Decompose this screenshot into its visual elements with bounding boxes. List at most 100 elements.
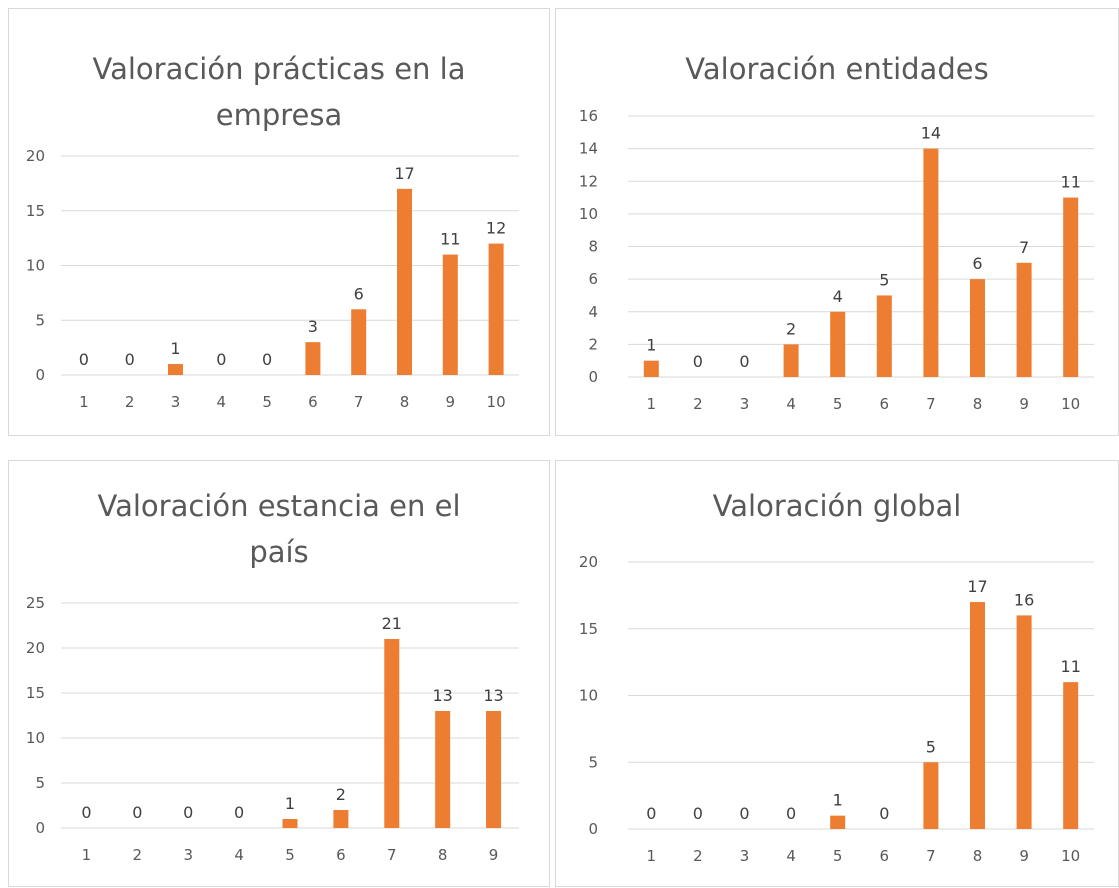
y-tick-label: 14 bbox=[579, 140, 598, 158]
y-tick-label: 5 bbox=[35, 774, 45, 792]
data-label: 13 bbox=[483, 686, 503, 705]
data-label: 2 bbox=[336, 785, 346, 804]
x-tick-label: 7 bbox=[926, 847, 936, 865]
data-label: 0 bbox=[646, 804, 656, 823]
x-tick-label: 8 bbox=[973, 847, 983, 865]
x-tick-label: 1 bbox=[82, 846, 92, 864]
data-label: 6 bbox=[354, 284, 364, 303]
y-tick-label: 10 bbox=[579, 205, 598, 223]
data-label: 2 bbox=[786, 319, 796, 338]
data-label: 13 bbox=[432, 686, 452, 705]
x-tick-label: 2 bbox=[693, 395, 703, 413]
y-tick-label: 15 bbox=[26, 202, 45, 220]
y-tick-label: 10 bbox=[579, 687, 598, 705]
y-tick-label: 12 bbox=[579, 172, 598, 190]
y-tick-label: 20 bbox=[26, 639, 45, 657]
bar bbox=[970, 279, 985, 377]
x-tick-label: 9 bbox=[1019, 395, 1029, 413]
x-tick-label: 8 bbox=[400, 393, 410, 411]
x-tick-label: 7 bbox=[926, 395, 936, 413]
bar bbox=[168, 364, 183, 375]
data-label: 0 bbox=[125, 350, 135, 369]
bar bbox=[783, 344, 799, 377]
y-tick-label: 8 bbox=[588, 238, 598, 256]
data-label: 0 bbox=[786, 804, 796, 823]
x-tick-label: 3 bbox=[740, 847, 750, 865]
bar bbox=[486, 711, 502, 828]
x-tick-label: 5 bbox=[833, 395, 843, 413]
data-label: 1 bbox=[170, 339, 180, 358]
y-tick-label: 0 bbox=[588, 368, 598, 386]
y-tick-label: 15 bbox=[579, 620, 598, 638]
data-label: 0 bbox=[132, 803, 142, 822]
x-tick-label: 5 bbox=[285, 846, 295, 864]
data-label: 0 bbox=[739, 804, 749, 823]
bar bbox=[351, 309, 367, 375]
data-label: 16 bbox=[1014, 590, 1034, 609]
data-label: 6 bbox=[972, 254, 982, 273]
x-tick-label: 10 bbox=[487, 393, 506, 411]
y-tick-label: 10 bbox=[26, 729, 45, 747]
x-tick-label: 10 bbox=[1061, 395, 1080, 413]
bar bbox=[397, 188, 412, 375]
bar bbox=[435, 711, 451, 828]
x-tick-label: 9 bbox=[489, 846, 499, 864]
bar bbox=[305, 342, 321, 375]
data-label: 11 bbox=[440, 230, 460, 249]
data-label: 4 bbox=[833, 287, 843, 306]
x-tick-label: 6 bbox=[308, 393, 318, 411]
x-tick-label: 8 bbox=[973, 395, 983, 413]
y-tick-label: 20 bbox=[579, 553, 598, 571]
x-tick-label: 5 bbox=[262, 393, 272, 411]
x-tick-label: 1 bbox=[647, 395, 657, 413]
chart-panel-estancia: Valoración estancia en el país 0 5 10 15 20 2… bbox=[8, 460, 550, 887]
y-tick-label: 4 bbox=[588, 303, 598, 321]
bar bbox=[923, 148, 939, 377]
bar bbox=[830, 311, 846, 377]
bar bbox=[1016, 262, 1032, 377]
x-tick-label: 9 bbox=[446, 393, 456, 411]
x-tick-label: 6 bbox=[336, 846, 346, 864]
bar bbox=[282, 819, 298, 828]
data-label: 0 bbox=[216, 350, 226, 369]
chart-panel-practicas: Valoración prácticas en la empresa 0 5 10 1… bbox=[8, 8, 550, 436]
x-tick-label: 10 bbox=[1061, 847, 1080, 865]
y-tick-label: 0 bbox=[35, 366, 45, 384]
x-tick-label: 4 bbox=[234, 846, 244, 864]
bar bbox=[830, 815, 846, 829]
data-label: 1 bbox=[646, 336, 656, 355]
data-label: 1 bbox=[833, 791, 843, 810]
bar bbox=[384, 639, 400, 828]
data-label: 7 bbox=[1019, 238, 1029, 257]
x-tick-label: 2 bbox=[125, 393, 135, 411]
bar bbox=[643, 360, 659, 377]
chart-panel-global: Valoración global 0 5 10 15 20 0 1 0 2 0 3 0 4 1 5 0 6 5 7… bbox=[555, 460, 1119, 887]
data-label: 11 bbox=[1061, 657, 1081, 676]
x-tick-label: 7 bbox=[354, 393, 364, 411]
x-tick-label: 4 bbox=[786, 847, 796, 865]
chart-panel-entidades: Valoración entidades 0 2 4 6 8 10 12 14 16 1 1 0 2 0 3… bbox=[555, 8, 1119, 436]
x-tick-label: 7 bbox=[387, 846, 397, 864]
x-tick-label: 3 bbox=[740, 395, 750, 413]
x-tick-label: 3 bbox=[171, 393, 181, 411]
x-tick-label: 2 bbox=[133, 846, 143, 864]
data-label: 5 bbox=[926, 737, 936, 756]
data-label: 1 bbox=[285, 794, 295, 813]
x-tick-label: 9 bbox=[1019, 847, 1029, 865]
bar bbox=[876, 295, 892, 377]
data-label: 14 bbox=[921, 124, 941, 143]
chart-title: Valoración entidades bbox=[685, 52, 989, 86]
data-label: 3 bbox=[308, 317, 318, 336]
bar bbox=[333, 810, 349, 828]
data-label: 0 bbox=[879, 804, 889, 823]
x-tick-label: 5 bbox=[833, 847, 843, 865]
bar bbox=[442, 254, 458, 375]
bar bbox=[970, 602, 985, 829]
y-tick-label: 5 bbox=[588, 753, 598, 771]
chart-title: Valoración prácticas en la empresa bbox=[92, 52, 466, 132]
data-label: 0 bbox=[183, 803, 193, 822]
